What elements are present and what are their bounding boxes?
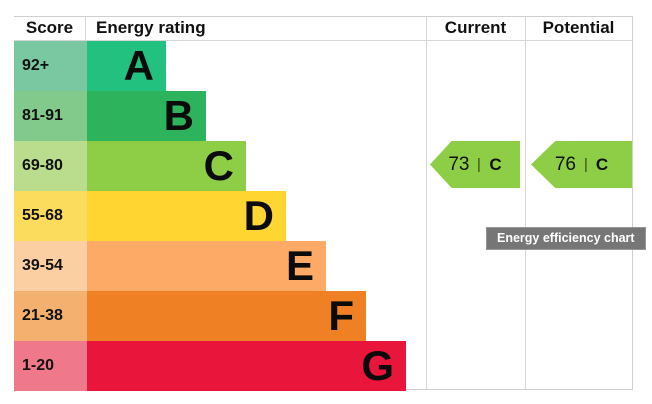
rating-bar-a: A: [87, 41, 166, 91]
header-energy-rating: Energy rating: [96, 18, 206, 37]
score-range-e: 39-54: [14, 241, 87, 291]
rating-bar-d: D: [87, 191, 286, 241]
score-range-a: 92+: [14, 41, 87, 91]
score-range-b: 81-91: [14, 91, 87, 141]
current-band-letter: C: [489, 154, 502, 174]
rating-bar-b: B: [87, 91, 206, 141]
score-range-d: 55-68: [14, 191, 87, 241]
band-row-c: 69-80 C: [14, 141, 632, 191]
rating-bar-c: C: [87, 141, 246, 191]
band-row-f: 21-38 F: [14, 291, 632, 341]
band-row-e: 39-54 E: [14, 241, 632, 291]
separator-bar: |: [477, 156, 481, 173]
column-divider-potential: [525, 17, 526, 389]
score-range-g: 1-20: [14, 341, 87, 391]
band-row-d: 55-68 D: [14, 191, 632, 241]
potential-rating-arrow: 76 | C: [531, 141, 632, 188]
epc-table: Score Energy rating Current Potential 92…: [14, 16, 633, 391]
current-rating-arrow: 73 | C: [430, 141, 520, 188]
band-row-b: 81-91 B: [14, 91, 632, 141]
band-row-a: 92+ A: [14, 41, 632, 91]
header-potential: Potential: [542, 18, 615, 37]
current-score-value: 73: [448, 153, 470, 175]
header-current: Current: [444, 18, 507, 37]
rating-bar-f: F: [87, 291, 366, 341]
score-range-f: 21-38: [14, 291, 87, 341]
header-score: Score: [14, 17, 86, 40]
band-row-g: 1-20 G: [14, 341, 632, 391]
potential-score-value: 76: [554, 153, 576, 175]
chart-tooltip: Energy efficiency chart: [486, 227, 646, 250]
rating-bar-g: G: [87, 341, 406, 391]
potential-band-letter: C: [595, 154, 609, 174]
separator-bar: |: [584, 156, 588, 173]
score-range-c: 69-80: [14, 141, 87, 191]
epc-rows: 92+ A 81-91 B 69-80 C 55-68 D 39-54 E 21…: [14, 41, 632, 391]
rating-bar-e: E: [87, 241, 326, 291]
column-divider-current: [426, 17, 427, 389]
header-row: Score Energy rating Current Potential: [14, 17, 632, 41]
